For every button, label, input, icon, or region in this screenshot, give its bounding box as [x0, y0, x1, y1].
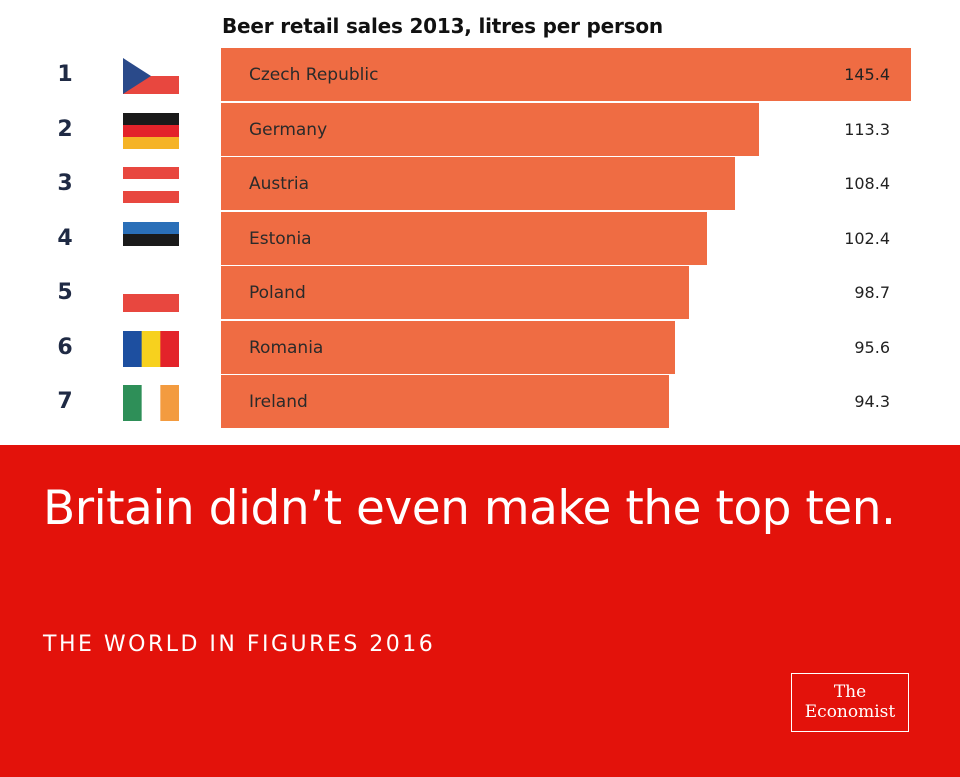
chart-area: Beer retail sales 2013, litres per perso…	[0, 14, 960, 429]
value-label: 108.4	[844, 174, 890, 193]
country-label: Austria	[249, 174, 310, 194]
chart-row: 2 Germany 113.3	[0, 102, 960, 157]
rank-label: 2	[57, 116, 73, 142]
bar	[221, 48, 911, 101]
country-label: Poland	[249, 283, 306, 303]
chart-title: Beer retail sales 2013, litres per perso…	[222, 14, 663, 38]
country-label: Germany	[249, 119, 328, 140]
value-label: 94.3	[854, 392, 890, 411]
country-label: Ireland	[249, 392, 308, 412]
estonia-flag-icon	[123, 221, 179, 258]
value-label: 145.4	[844, 65, 890, 84]
poland-flag-icon	[123, 276, 179, 312]
chart-row: 7 Ireland 94.3	[0, 375, 960, 429]
rank-label: 7	[57, 389, 73, 414]
ireland-flag-icon	[123, 385, 179, 421]
rank-label: 3	[57, 171, 73, 196]
rank-label: 6	[57, 334, 73, 360]
value-label: 95.6	[854, 337, 890, 357]
rank-label: 5	[57, 280, 73, 305]
czech-flag-icon	[123, 58, 179, 94]
bar	[221, 211, 707, 265]
value-label: 98.7	[854, 283, 890, 302]
country-label: Czech Republic	[249, 65, 379, 85]
rank-label: 4	[57, 225, 73, 251]
logo-line-the: The	[833, 682, 867, 702]
rank-label: 1	[57, 62, 73, 87]
economist-logo: The Economist	[791, 673, 909, 732]
austria-flag-icon	[123, 167, 179, 203]
bar	[221, 102, 759, 156]
chart-row: 3 Austria 108.4	[0, 157, 960, 211]
headline: Britain didn’t even make the top ten.	[43, 481, 896, 536]
chart-row: 4 Estonia 102.4	[0, 211, 960, 266]
romania-flag-icon	[123, 330, 179, 367]
bar	[221, 320, 675, 374]
bar	[221, 375, 669, 428]
value-label: 102.4	[844, 228, 890, 248]
chart-row: 1 Czech Republic 145.4	[0, 48, 960, 102]
country-label: Romania	[249, 337, 324, 358]
chart-row: 6 Romania 95.6	[0, 320, 960, 375]
banner: Britain didn’t even make the top ten. TH…	[0, 445, 960, 777]
country-label: Estonia	[249, 228, 312, 249]
bar	[221, 157, 736, 210]
publication-title: THE WORLD IN FIGURES 2016	[43, 632, 436, 657]
germany-flag-icon	[123, 112, 179, 149]
logo-line-economist: Economist	[804, 702, 896, 722]
value-label: 113.3	[844, 119, 890, 139]
chart-row: 5 Poland 98.7	[0, 266, 960, 320]
bar	[221, 266, 690, 319]
